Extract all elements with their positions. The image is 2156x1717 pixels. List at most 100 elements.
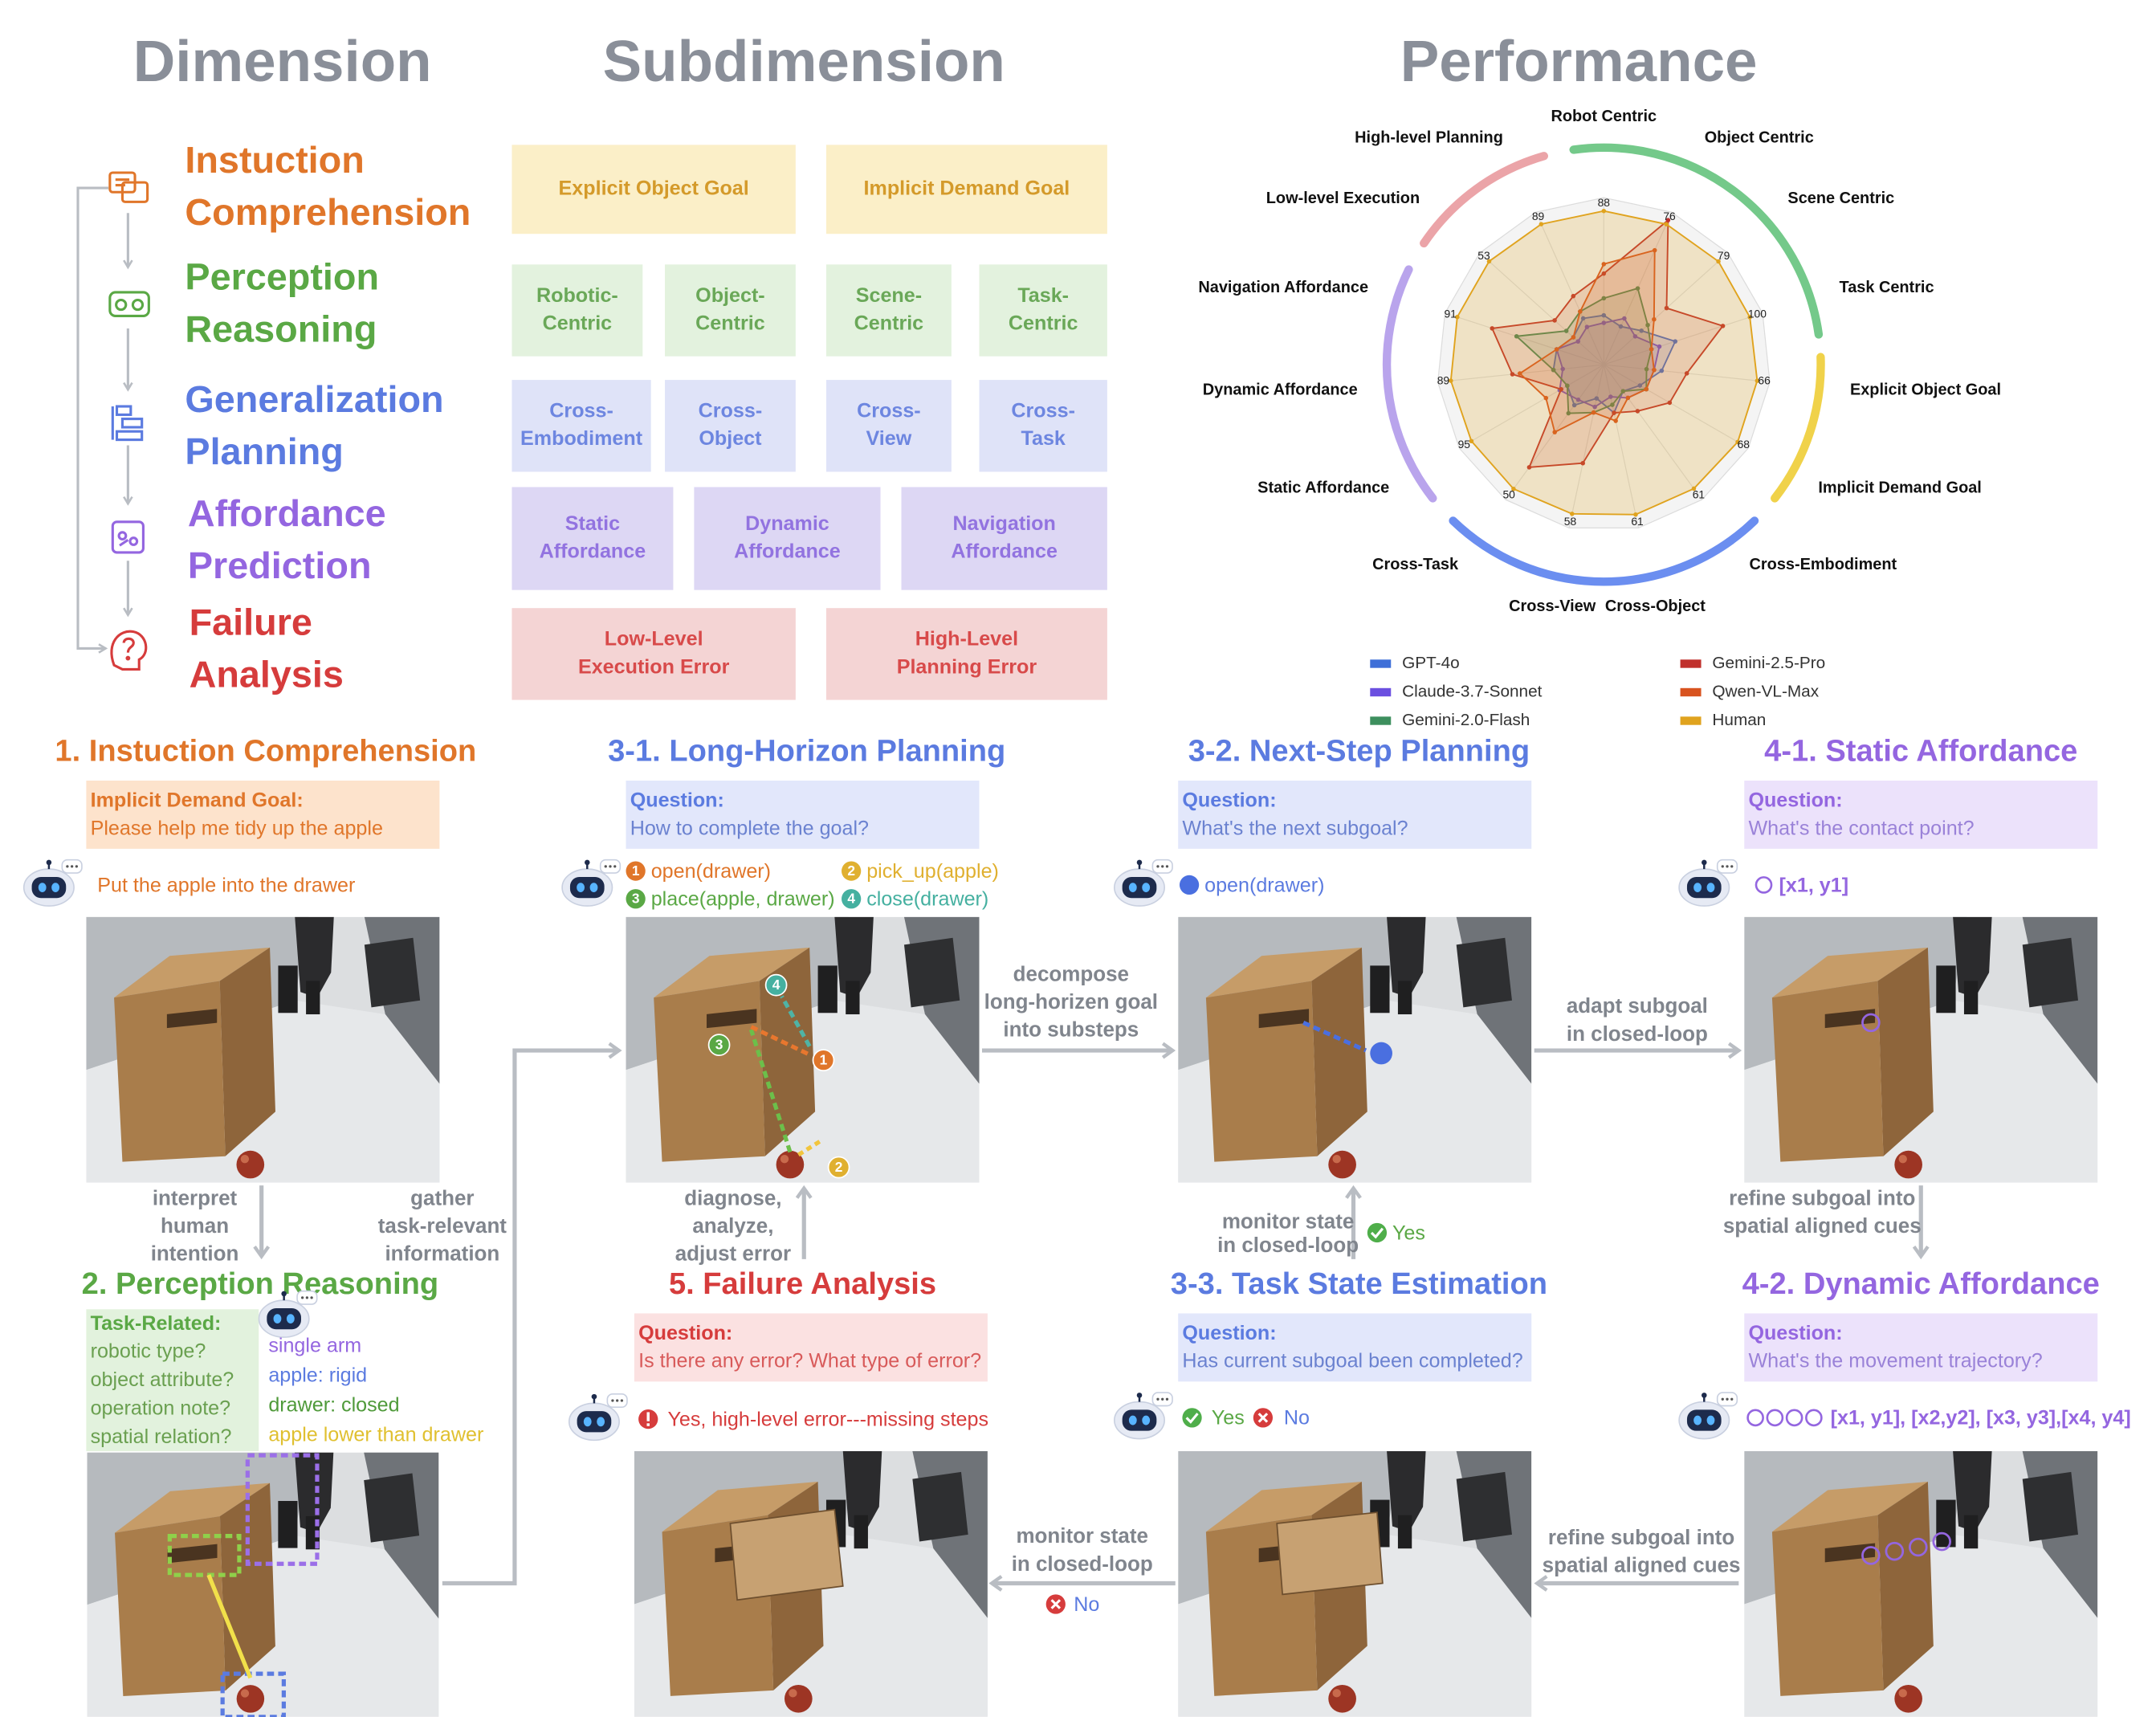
robot-icon	[1677, 858, 1738, 907]
connector-label: refine subgoal into	[1548, 1525, 1734, 1549]
axis-max-label: 68	[1738, 438, 1750, 451]
axis-max-label: 95	[1458, 438, 1471, 451]
radar-point	[1601, 320, 1607, 325]
label: 4-1. Static Affordance	[1764, 734, 2077, 768]
radar-point	[1514, 333, 1519, 339]
axis-label: Scene Centric	[1787, 190, 1894, 207]
point-icon	[1766, 1409, 1784, 1427]
radar-point	[1601, 208, 1607, 214]
label: 2	[835, 1159, 843, 1175]
radar-point	[1612, 410, 1616, 415]
dimension-label: Prediction	[188, 544, 372, 586]
icon-failure	[110, 630, 148, 671]
radar-point	[1608, 394, 1613, 399]
overlays	[167, 995, 1952, 1717]
radar-point	[1632, 334, 1638, 339]
label: Task-Related:	[91, 1312, 222, 1335]
axis-max-label: 88	[1598, 196, 1611, 209]
step-badge	[842, 889, 862, 909]
trajectory-point	[1861, 1546, 1881, 1565]
axis-label: High-level Planning	[1355, 129, 1503, 147]
radar-point	[1637, 383, 1643, 388]
trajectory-point	[1909, 1537, 1928, 1557]
label: Yes	[1392, 1221, 1425, 1244]
step-badge	[812, 1049, 835, 1072]
no-cross	[1050, 1599, 1062, 1609]
subdimension-label: Task	[1021, 427, 1066, 450]
radar-point	[1665, 218, 1671, 222]
label: 3	[632, 891, 640, 907]
point-icon	[1746, 1409, 1764, 1427]
scene-image	[87, 1452, 439, 1717]
label: 4	[847, 891, 855, 907]
dimension-label: Affordance	[188, 492, 386, 534]
subdimension-label: Dynamic	[745, 512, 829, 535]
radar-point	[1486, 259, 1492, 264]
plan-path	[797, 1139, 822, 1157]
radar-spoke	[1479, 252, 1604, 365]
radar-point	[1618, 324, 1624, 329]
legend-label: Gemini-2.0-Flash	[1402, 711, 1530, 729]
label: How to complete the goal?	[630, 817, 869, 839]
flow-arrow	[442, 1050, 619, 1586]
axis-label: Navigation Affordance	[1198, 279, 1368, 296]
legend-swatch	[1680, 716, 1702, 725]
axis-label: Implicit Demand Goal	[1818, 479, 1982, 496]
label: 1. Instuction Comprehension	[55, 734, 476, 768]
radar-point	[1580, 316, 1586, 321]
radar-point	[1635, 409, 1640, 414]
robot-icon	[568, 1393, 629, 1442]
no-cross	[1257, 1413, 1269, 1423]
legend-swatch	[1370, 687, 1392, 697]
legend-label: Qwen-VL-Max	[1712, 682, 1819, 700]
radar-point	[1552, 430, 1557, 434]
axis-max-label: 58	[1564, 515, 1577, 528]
subdimension-label: Embodiment	[520, 427, 643, 450]
subdimension-label: Centric	[695, 312, 765, 334]
dimension-label: Planning	[185, 430, 343, 472]
radar-point	[1511, 486, 1516, 491]
step-badge	[764, 973, 788, 997]
axis-label: Dynamic Affordance	[1203, 381, 1358, 399]
subdimension-box	[665, 380, 796, 472]
subdimension-label: Centric	[543, 312, 613, 334]
label: No	[1074, 1593, 1099, 1616]
radar-point	[1633, 512, 1638, 517]
robot-icon	[22, 858, 84, 907]
radar-point	[1652, 367, 1657, 373]
dimension-label: Perception	[185, 256, 379, 298]
radar-point	[1563, 328, 1569, 333]
radar-point	[1552, 318, 1557, 323]
radar-point	[1571, 335, 1576, 340]
radar-point	[1449, 378, 1453, 383]
connector-label: adjust error	[675, 1242, 791, 1266]
subdimension-label: Object-	[695, 284, 765, 307]
label: pick_up(apple)	[866, 860, 999, 883]
subdimension-box	[901, 487, 1107, 590]
legend-swatch	[1370, 659, 1392, 668]
label: Please help me tidy up the apple	[91, 817, 383, 839]
subdimension-label: Centric	[1009, 312, 1078, 334]
radar-point	[1570, 512, 1575, 516]
step-badge	[626, 861, 646, 881]
radar-point	[1490, 326, 1495, 331]
connector-label: gather	[410, 1185, 474, 1209]
subdimension-box	[511, 145, 796, 235]
radar-point	[1652, 316, 1657, 322]
plan-path	[780, 995, 812, 1048]
subdimension-label: Affordance	[734, 540, 841, 563]
radar-point	[1645, 322, 1650, 328]
subdimension-box	[694, 487, 881, 590]
legend-swatch	[1680, 687, 1702, 697]
label: 4	[772, 977, 780, 993]
radar-point	[1684, 371, 1689, 376]
radar-point	[1755, 378, 1760, 383]
subdimension-box	[979, 380, 1107, 472]
axis-label: Static Affordance	[1257, 479, 1389, 496]
connector-label: spatial aligned cues	[1723, 1213, 1922, 1238]
subdimension-label: High-Level	[915, 628, 1018, 651]
subdimension-box	[665, 264, 796, 357]
connector-label: in closed-loop	[1012, 1552, 1153, 1576]
